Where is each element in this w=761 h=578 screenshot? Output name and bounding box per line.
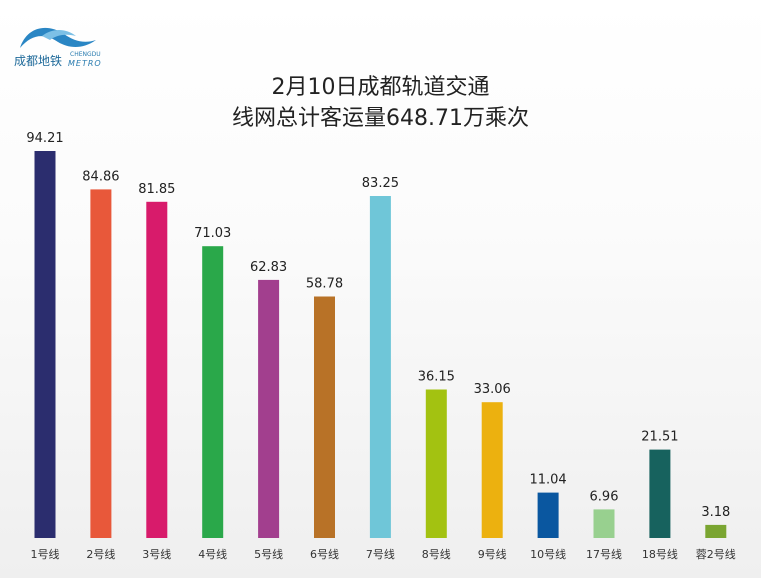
bar-8 — [425, 389, 447, 538]
bar-value-label-13: 3.18 — [701, 505, 730, 520]
logo-chinese-text: 成都地铁 — [14, 54, 63, 68]
bar-value-label-2: 84.86 — [82, 169, 119, 184]
bar-5 — [258, 279, 280, 538]
x-tick-label-8: 8号线 — [422, 547, 451, 561]
bar-value-label-7: 83.25 — [362, 176, 399, 191]
x-tick-label-13: 蓉2号线 — [696, 547, 736, 561]
x-tick-label-4: 4号线 — [198, 547, 227, 561]
bar-7 — [369, 196, 391, 538]
bar-13 — [705, 524, 727, 538]
bar-value-label-10: 11.04 — [529, 473, 566, 488]
metro-logo: 成都地铁 CHENGDU METRO — [12, 18, 122, 70]
logo-english-small-text: CHENGDU — [70, 51, 101, 58]
x-tick-label-9: 9号线 — [478, 547, 507, 561]
bar-9 — [481, 402, 503, 538]
bar-6 — [314, 296, 335, 538]
x-tick-label-6: 6号线 — [310, 547, 339, 561]
bar-value-label-9: 33.06 — [474, 382, 511, 397]
x-tick-labels-group: 1号线 2号线 3号线 4号线 5号线 6号线 7号线 8号线 9号线 10号线 17号线 18号线 蓉… — [31, 547, 736, 561]
x-tick-label-1: 1号线 — [31, 547, 60, 561]
bar-4 — [202, 246, 224, 538]
x-tick-label-5: 5号线 — [254, 547, 283, 561]
bar-value-label-11: 6.96 — [590, 489, 619, 504]
bar-value-label-3: 81.85 — [138, 182, 175, 197]
logo-english-text: METRO — [68, 59, 102, 68]
bar-10 — [537, 492, 559, 538]
bar-12 — [649, 449, 671, 538]
x-tick-label-10: 10号线 — [530, 547, 566, 561]
x-tick-label-2: 2号线 — [86, 547, 115, 561]
x-tick-label-3: 3号线 — [142, 547, 171, 561]
bar-value-label-6: 58.78 — [306, 277, 343, 292]
value-labels-group: 94.21 84.86 81.85 71.03 62.83 58.78 83.25 36.15… — [26, 131, 730, 520]
bar-2 — [90, 189, 112, 538]
bar-value-label-4: 71.03 — [194, 226, 231, 241]
bar-value-label-12: 21.51 — [641, 430, 678, 445]
bar-value-label-1: 94.21 — [26, 131, 63, 146]
x-tick-label-7: 7号线 — [366, 547, 395, 561]
x-tick-label-12: 18号线 — [642, 547, 678, 561]
chart-title-line-1: 2月10日成都轨道交通 — [271, 75, 490, 100]
bars-group — [34, 151, 727, 539]
bar-11 — [593, 509, 615, 538]
bar-1 — [34, 151, 56, 538]
x-tick-label-11: 17号线 — [586, 547, 622, 561]
bar-value-label-8: 36.15 — [418, 370, 455, 385]
metro-logo-swoosh-icon — [20, 27, 96, 48]
chart-title-line-2: 线网总计客运量648.71万乘次 — [232, 106, 529, 131]
bar-3 — [146, 201, 168, 539]
bar-value-label-5: 62.83 — [250, 260, 287, 275]
